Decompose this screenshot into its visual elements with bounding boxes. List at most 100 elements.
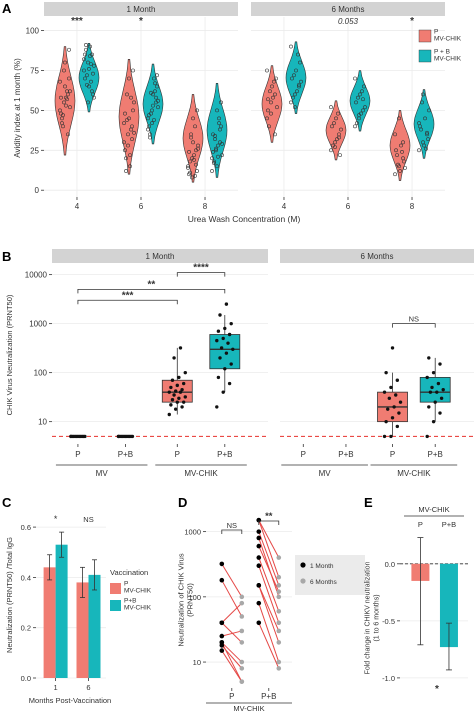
legend-entry: 6 Months (310, 579, 337, 586)
data-point (362, 84, 366, 89)
group-label: MV-CHIK (184, 469, 218, 478)
pair-line (258, 602, 280, 663)
facet-strip (52, 249, 268, 263)
data-point (212, 159, 216, 164)
significance-label: NS (83, 515, 93, 524)
data-point (269, 100, 273, 105)
data-point (128, 164, 132, 169)
point-1-month (256, 529, 262, 534)
bar-PB-1 (55, 544, 68, 678)
x-tick-label: P+B (338, 450, 353, 459)
data-point (187, 149, 191, 154)
data-point (167, 390, 171, 394)
pair-line (258, 531, 280, 586)
data-point (224, 302, 229, 306)
data-point (152, 118, 156, 122)
data-point (62, 68, 66, 73)
point-6-months (276, 594, 282, 600)
data-point (421, 92, 425, 97)
data-point (59, 95, 63, 100)
x-tick-label: P+B (261, 692, 276, 701)
data-point (89, 79, 93, 84)
data-point (217, 121, 221, 126)
data-point (65, 97, 69, 102)
data-point (67, 76, 71, 81)
data-point (92, 95, 96, 100)
data-point (151, 103, 155, 108)
point-6-months (239, 659, 245, 665)
data-point (177, 375, 181, 380)
data-point (417, 121, 421, 126)
data-point (214, 146, 218, 151)
data-point (389, 385, 393, 390)
data-point (169, 403, 173, 407)
x-tick-label: P (175, 450, 180, 459)
data-point (130, 137, 134, 142)
significance-label: ** (147, 279, 155, 290)
data-point (153, 81, 157, 86)
point-6-months (239, 614, 245, 619)
data-point (61, 113, 65, 118)
data-point (296, 52, 300, 57)
data-point (269, 111, 273, 116)
point-6-months (239, 594, 245, 600)
point-6-months (276, 628, 282, 634)
pair-line (258, 537, 280, 598)
data-point (186, 165, 190, 170)
data-point (219, 100, 223, 105)
data-point (441, 387, 445, 392)
data-point (91, 71, 95, 76)
data-point (178, 346, 183, 350)
data-point (125, 92, 129, 97)
y-tick-label: 50 (30, 106, 39, 115)
legend-swatch (418, 49, 432, 63)
data-point (191, 116, 195, 121)
data-point (123, 148, 127, 153)
data-point (213, 134, 217, 138)
data-point (290, 76, 294, 81)
y-tick-label: 100 (34, 369, 48, 378)
point-1-month (219, 561, 225, 567)
data-point (215, 164, 219, 169)
data-point (191, 140, 195, 145)
legend-entry: P MV-CHIK (124, 581, 152, 595)
data-point (82, 68, 86, 73)
data-point (355, 121, 359, 126)
point-1-month (256, 555, 262, 560)
data-point (127, 76, 131, 81)
category-label: P (418, 520, 423, 529)
x-axis-label: MV-CHIK (233, 704, 264, 711)
data-point (83, 434, 87, 439)
data-point (126, 132, 130, 137)
x-tick-label: P (75, 450, 80, 459)
y-tick-label: 0.2 (21, 624, 31, 633)
data-point (86, 60, 90, 65)
data-point (173, 389, 178, 393)
significance-label: 0.053 (338, 17, 359, 26)
point-1-month (256, 600, 262, 606)
y-tick-label: 0 (35, 186, 40, 195)
y-axis-label: Neutralization (PRNT50) /Total IgG (5, 537, 14, 653)
data-point (265, 68, 269, 73)
data-point (289, 44, 293, 49)
significance-label: * (410, 16, 414, 27)
data-point (427, 356, 431, 360)
significance-label: * (435, 684, 439, 695)
data-point (295, 89, 299, 94)
panel-letter-b: B (2, 249, 11, 264)
pair-line (221, 622, 243, 643)
data-point (172, 393, 176, 397)
point-1-month (256, 563, 262, 569)
panel-letter-e: E (364, 495, 373, 510)
x-tick-label: 6 (139, 202, 144, 211)
data-point (393, 132, 397, 137)
bar-PB-6 (88, 574, 101, 678)
pair-line (258, 545, 280, 592)
data-point (293, 92, 297, 97)
data-point (272, 79, 276, 84)
data-point (82, 57, 86, 62)
point-6-months (276, 640, 282, 645)
data-point (215, 108, 219, 113)
data-point (273, 92, 277, 97)
